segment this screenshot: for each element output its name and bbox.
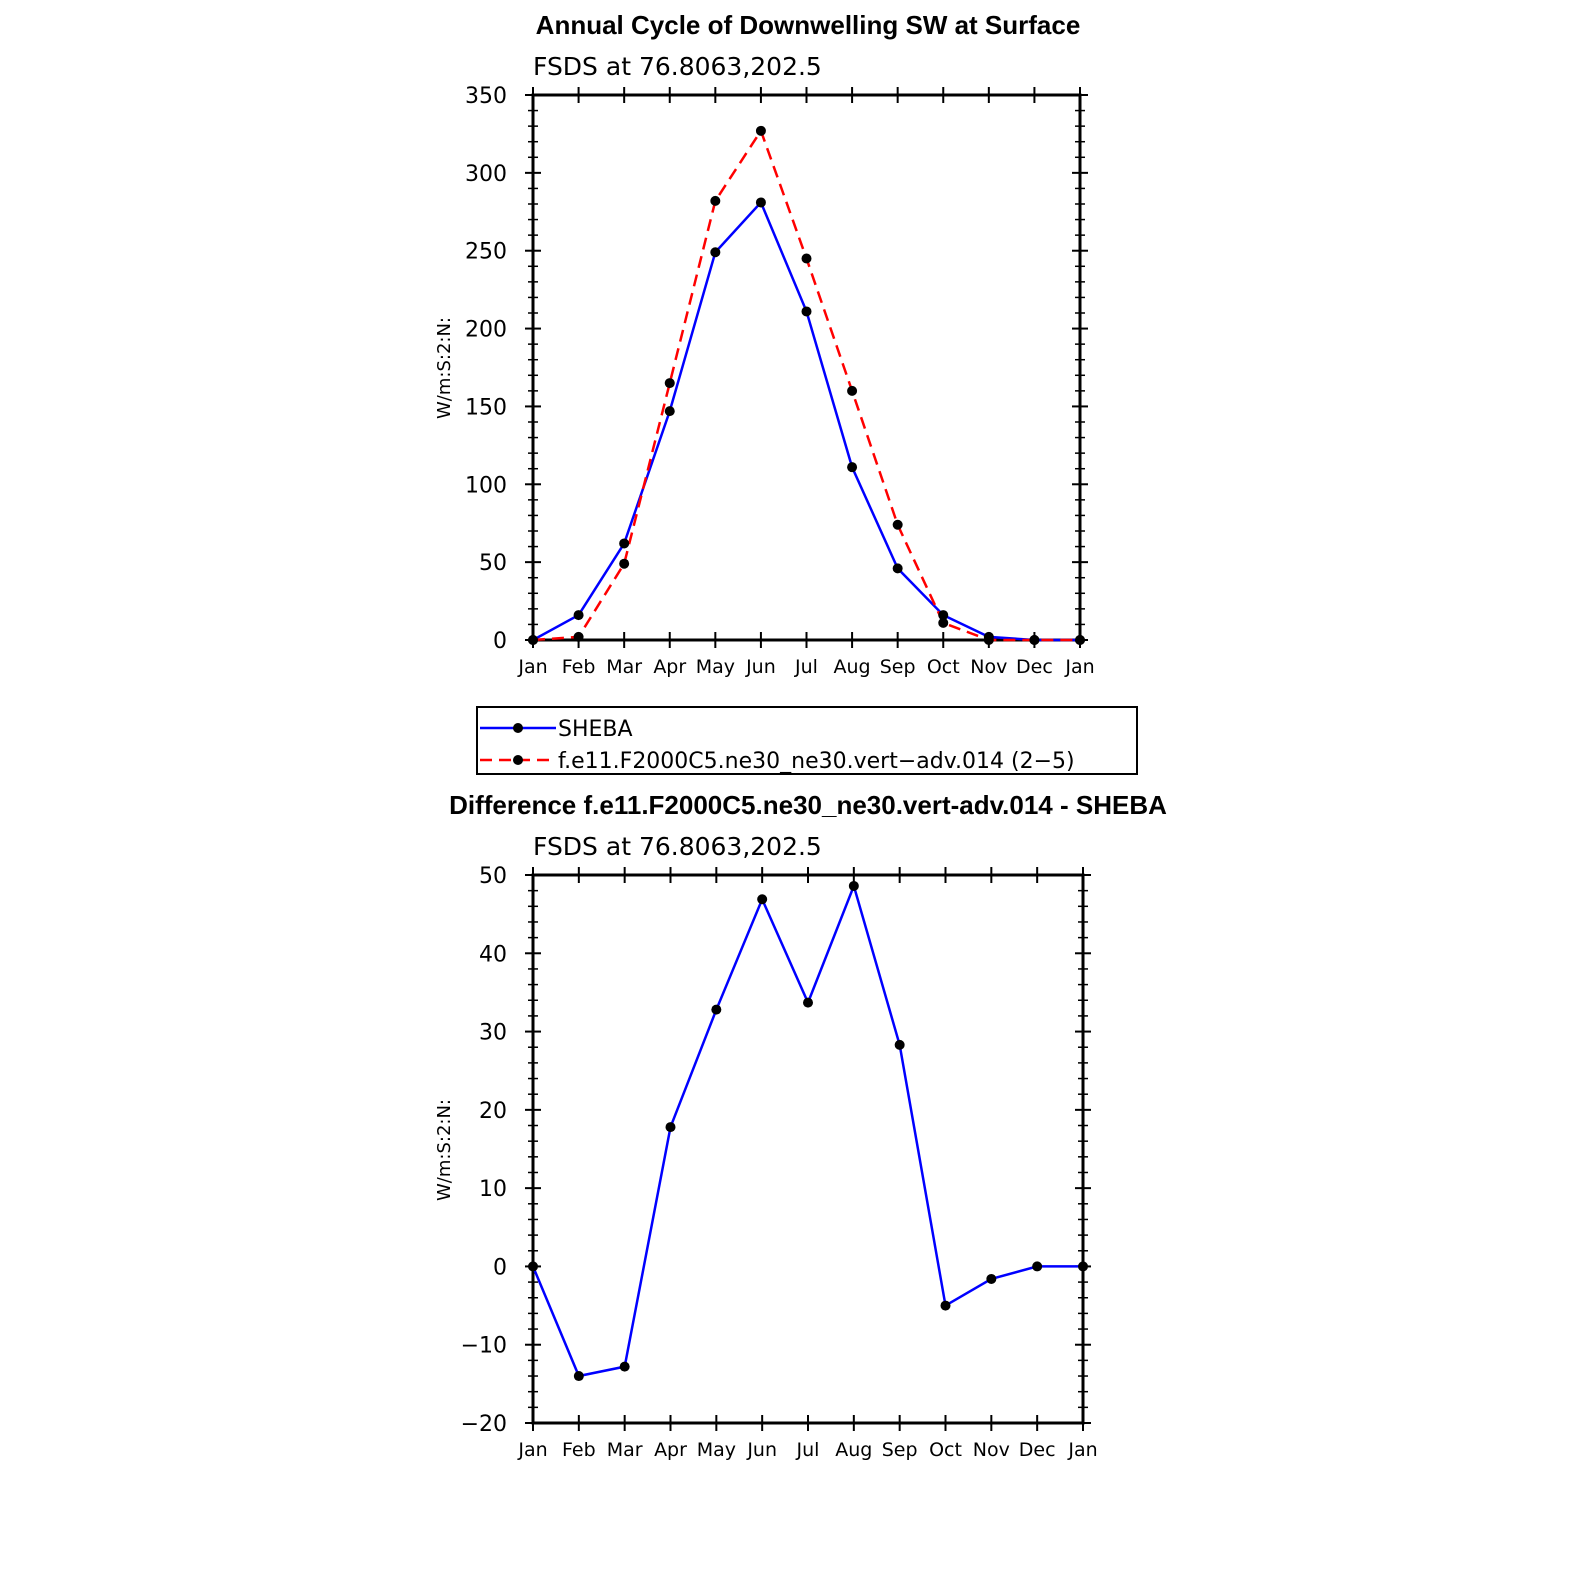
bottom-y-tick-label: 10 [479,1177,507,1202]
top-x-tick-label: Mar [606,656,642,678]
bottom-series-0-point [711,1004,722,1015]
top-chart-subtitle: FSDS at 76.8063,202.5 [533,52,822,81]
legend-label-sheba: SHEBA [558,717,633,742]
top-series-0-point [710,247,721,258]
top-x-tick-label: Jan [1064,656,1094,678]
top-series-1-point [573,631,584,642]
bottom-plot-area: Jan Feb Mar Apr May Jun Jul Aug Sep Oct Nov Dec Jan−… [461,864,1098,1461]
bottom-y-tick-label: 30 [479,1021,507,1046]
bottom-x-tick-label: Jul [796,1439,820,1461]
top-x-tick-label: Jan [517,656,547,678]
bottom-series-0-point [986,1273,997,1284]
bottom-x-tick-label: May [697,1439,736,1461]
top-series-0-point [892,563,903,574]
bottom-x-tick-label: Apr [654,1439,687,1461]
top-x-tick-label: Aug [834,656,871,678]
bottom-series-0-point [665,1122,676,1133]
top-series-1-point [710,195,721,206]
bottom-y-tick-label: 0 [493,1255,507,1280]
top-series-1-point [528,635,538,645]
top-series-1-point [801,253,812,264]
top-series-0-point [664,406,675,417]
top-y-tick-label: 50 [479,551,507,576]
top-x-tick-label: Jun [745,656,776,678]
bottom-x-tick-label: Jan [517,1439,547,1461]
top-series-line-1 [532,128,1080,642]
top-series-0-point [847,462,858,473]
bottom-x-tick-label: Sep [882,1439,918,1461]
top-x-tick-label: Sep [880,656,916,678]
top-series-0-point [938,610,949,621]
top-series-1-point [619,558,630,569]
bottom-series-0-point [528,1261,538,1272]
top-y-tick-label: 300 [465,162,507,187]
bottom-series-0-point [757,894,768,905]
bottom-series-0-point [1032,1261,1043,1272]
top-x-tick-label: Oct [927,656,960,678]
top-y-tick-label: 150 [465,395,507,420]
legend: SHEBA f.e11.F2000C5.ne30_ne30.vert−adv.0… [476,706,1138,775]
bottom-y-tick-label: 20 [479,1099,507,1124]
bottom-x-tick-label: Oct [929,1439,962,1461]
top-x-tick-label: Apr [653,656,686,678]
bottom-series-0-point [940,1300,951,1311]
bottom-x-tick-label: Jan [1067,1439,1097,1461]
bottom-plot-frame [531,873,1085,1425]
top-series-1-point [1075,635,1085,645]
top-series-1-point [1029,635,1040,645]
bottom-y-axis-label: W/m:S:2:N: [434,1099,455,1201]
bottom-y-tick-label: 50 [479,864,507,889]
top-x-tick-label: Feb [562,656,596,678]
top-y-tick-label: 350 [465,84,507,109]
top-x-tick-label: May [696,656,735,678]
top-series-0-point [755,197,766,208]
bottom-series-0-point [848,880,859,891]
top-x-tick-label: Jul [794,656,818,678]
bottom-x-tick-label: Dec [1019,1439,1056,1461]
bottom-series-0-point [894,1039,905,1050]
top-series-0-point [801,306,812,317]
bottom-chart-subtitle: FSDS at 76.8063,202.5 [533,832,822,861]
top-series-1-point [755,125,766,136]
top-y-tick-label: 200 [465,318,507,343]
legend-label-model: f.e11.F2000C5.ne30_ne30.vert−adv.014 (2−… [558,749,1075,774]
bottom-series-line-0 [531,882,1083,1378]
bottom-series-0-point [803,997,813,1008]
top-x-tick-label: Dec [1016,656,1053,678]
bottom-series-0-point [573,1371,584,1382]
bottom-series-0-point [619,1361,630,1372]
top-y-tick-label: 0 [493,629,507,654]
top-series-1-point [664,378,675,389]
legend-marker-sheba [513,723,523,733]
top-series-0-point [573,610,584,621]
bottom-y-tick-label: 40 [479,942,507,967]
bottom-x-tick-label: Feb [562,1439,596,1461]
top-y-tick-label: 250 [465,240,507,265]
top-plot-area: Jan Feb Mar Apr May Jun Jul Aug Sep Oct Nov Dec Jan 0… [465,84,1095,678]
top-x-tick-label: Nov [970,656,1007,678]
bottom-series-0-point [1078,1261,1088,1272]
top-series-1-point [847,385,858,396]
bottom-x-tick-label: Aug [835,1439,872,1461]
top-y-axis-label: W/m:S:2:N: [434,317,455,419]
bottom-chart-title: Difference f.e11.F2000C5.ne30_ne30.vert-… [449,790,1167,820]
bottom-y-tick-label: −10 [461,1334,507,1359]
bottom-x-tick-label: Mar [607,1439,643,1461]
top-series-0-point [619,538,630,549]
top-chart-title: Annual Cycle of Downwelling SW at Surfac… [536,10,1081,40]
top-y-tick-label: 100 [465,473,507,498]
bottom-x-tick-label: Nov [973,1439,1010,1461]
bottom-y-tick-label: −20 [461,1412,507,1437]
top-series-line-0 [532,200,1080,642]
legend-box [476,706,1138,775]
top-series-1-point [938,617,949,628]
bottom-x-tick-label: Jun [746,1439,777,1461]
top-series-1-point [983,635,994,645]
top-series-1-point [892,519,903,530]
legend-marker-model [513,755,523,765]
